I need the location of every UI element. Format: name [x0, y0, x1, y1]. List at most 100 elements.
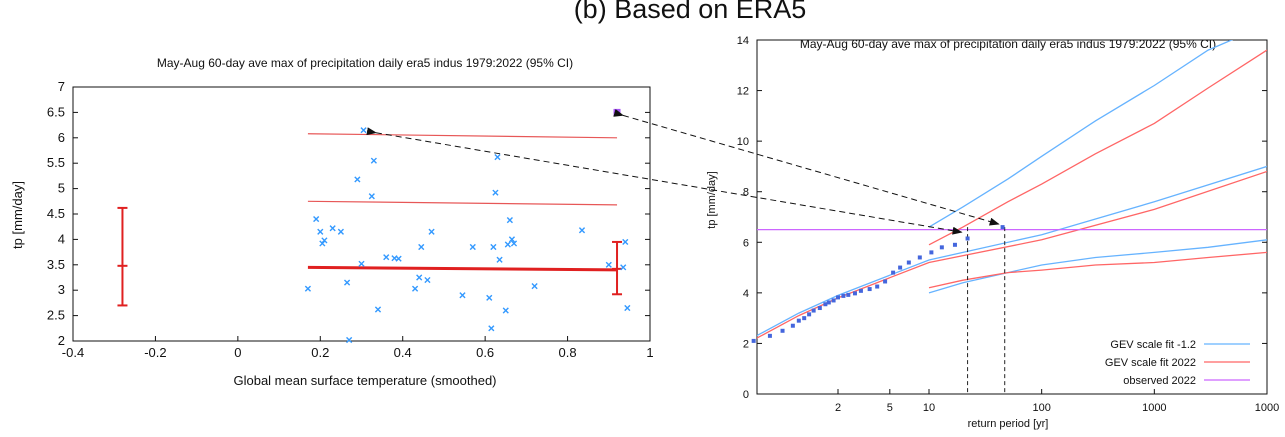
left-data-point	[368, 193, 375, 200]
left-data-point-b	[508, 236, 516, 243]
right-observation-point	[751, 338, 756, 343]
right-observation-point	[767, 333, 772, 338]
right-x-axis-label: return period [yr]	[968, 418, 1049, 430]
left-data-point	[494, 154, 501, 161]
left-data-point	[428, 228, 435, 235]
right-observation-point	[817, 306, 822, 311]
left-plot-frame	[72, 86, 651, 342]
right-observation-point	[952, 242, 957, 247]
right-observation-point	[796, 318, 801, 323]
left-data-point-b	[622, 238, 629, 246]
right-y-tick-label: 8	[743, 187, 749, 199]
right-y-tick-label: 6	[743, 237, 749, 249]
left-data-point	[358, 260, 365, 267]
left-data-point	[490, 243, 497, 251]
left-data-point-b	[418, 243, 425, 251]
right-x-tick-label: 10	[923, 402, 935, 414]
left-x-tick-label: 0.8	[559, 345, 577, 360]
left-data-point	[508, 236, 516, 243]
left-data-point	[337, 228, 344, 235]
left-data-point	[416, 274, 423, 281]
right-observation-point	[802, 316, 807, 321]
right-y-tick-label: 14	[737, 35, 749, 47]
right-ci-band-line	[928, 239, 1267, 294]
left-x-tick-label: 0.2	[311, 345, 329, 360]
left-x-tick-label: 0.4	[394, 345, 412, 360]
left-data-point-b	[354, 176, 361, 183]
left-data-point-b	[395, 255, 402, 262]
right-y-tick-label: 4	[743, 288, 749, 300]
left-y-tick-label: 4.5	[47, 206, 65, 221]
left-fit-line	[307, 265, 618, 272]
left-fit-lines	[117, 133, 623, 307]
left-data-point	[329, 225, 336, 232]
left-data-point	[622, 238, 629, 246]
left-x-tick-label: -0.4	[62, 345, 84, 360]
left-x-axis-label: Global mean surface temperature (smoothe…	[233, 373, 496, 388]
left-y-tick-label: 5	[58, 181, 65, 196]
left-x-tick-label: 0	[234, 345, 241, 360]
left-data-point-b	[317, 228, 324, 235]
right-x-tick-label: 1000	[1142, 402, 1166, 414]
right-observation-point	[823, 302, 828, 307]
left-data-point-b	[411, 285, 419, 292]
left-y-tick-label: 3.5	[47, 257, 65, 272]
left-data-point	[605, 261, 612, 268]
right-return-period-chart: May-Aug 60-day ave max of precipitation …	[706, 35, 1279, 430]
right-observation-point	[811, 308, 816, 313]
right-observation-point	[965, 236, 970, 241]
left-data-point	[321, 237, 328, 244]
right-observation-point	[831, 298, 836, 303]
right-observation-point	[929, 250, 934, 255]
right-axis-ticks: 2 5 10 100 1000 1000 0 2 4 6 8 10 12 14	[737, 35, 1279, 414]
right-observation-point	[852, 291, 857, 296]
left-data-point-b	[486, 294, 493, 301]
right-observation-point	[883, 279, 888, 284]
left-x-tick-label: -0.2	[144, 345, 166, 360]
right-observation-point	[1000, 225, 1005, 230]
left-data-point-b	[424, 276, 431, 284]
left-axis-ticks: -0.4 -0.2 0 0.2 0.4 0.6 0.8 1 2 2.5 3 3.5 4 4.5 5 5.5 6 6…	[47, 79, 654, 360]
figure-supertitle: (b) Based on ERA5	[574, 0, 807, 24]
left-data-point-b	[313, 215, 320, 223]
left-data-point	[360, 127, 367, 134]
right-observation-point	[917, 255, 922, 260]
left-data-point-b	[329, 225, 336, 232]
left-data-point	[411, 285, 419, 292]
right-x-tick-label: 2	[835, 402, 841, 414]
right-legend-label: observed 2022	[1123, 375, 1196, 387]
left-data-point	[624, 304, 631, 312]
left-data-point	[343, 279, 351, 286]
left-data-point	[492, 189, 499, 196]
left-data-point-b	[383, 254, 390, 261]
left-data-point	[531, 283, 538, 290]
left-x-tick-label: 0.6	[476, 345, 494, 360]
left-data-point	[383, 254, 390, 261]
left-data-point	[313, 215, 320, 223]
left-y-tick-label: 4	[58, 231, 65, 246]
left-data-point-b	[502, 307, 509, 314]
left-y-tick-label: 5.5	[47, 155, 65, 170]
right-observation-point	[891, 270, 896, 275]
right-observation-point	[807, 312, 812, 317]
left-data-point-b	[620, 264, 627, 271]
right-observation-point	[826, 300, 831, 305]
left-y-tick-label: 2	[58, 333, 65, 348]
left-data-point-b	[321, 237, 328, 244]
left-y-tick-label: 6.5	[47, 104, 65, 119]
left-data-point-b	[490, 243, 497, 251]
right-ci-band-line	[928, 40, 1234, 228]
left-data-point-b	[416, 274, 423, 281]
left-y-tick-label: 3	[58, 282, 65, 297]
left-data-point	[370, 157, 377, 164]
right-observation-point	[780, 328, 785, 333]
right-observation-point	[836, 295, 840, 300]
left-data-point	[424, 276, 431, 284]
right-observation-point	[846, 292, 851, 297]
left-data-point	[502, 307, 509, 314]
left-data-point-b	[488, 325, 495, 332]
left-scatter-chart: May-Aug 60-day ave max of precipitation …	[10, 56, 654, 388]
left-data-point	[486, 294, 493, 301]
left-y-axis-label: tp [mm/day]	[10, 181, 25, 249]
